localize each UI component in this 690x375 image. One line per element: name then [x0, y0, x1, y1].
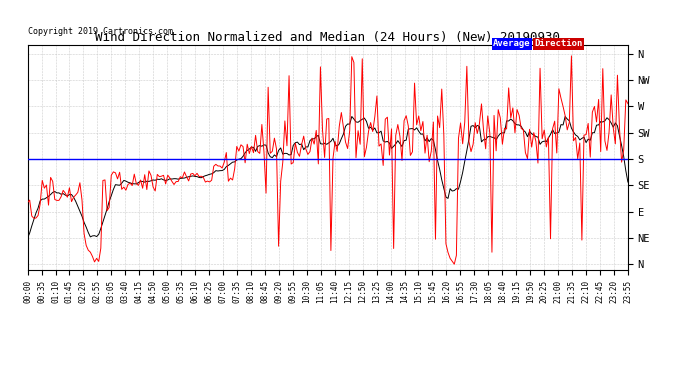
Text: Copyright 2019 Cartronics.com: Copyright 2019 Cartronics.com	[28, 27, 172, 36]
Text: Direction: Direction	[535, 39, 583, 48]
Title: Wind Direction Normalized and Median (24 Hours) (New) 20190930: Wind Direction Normalized and Median (24…	[95, 31, 560, 44]
Text: Average: Average	[493, 39, 531, 48]
